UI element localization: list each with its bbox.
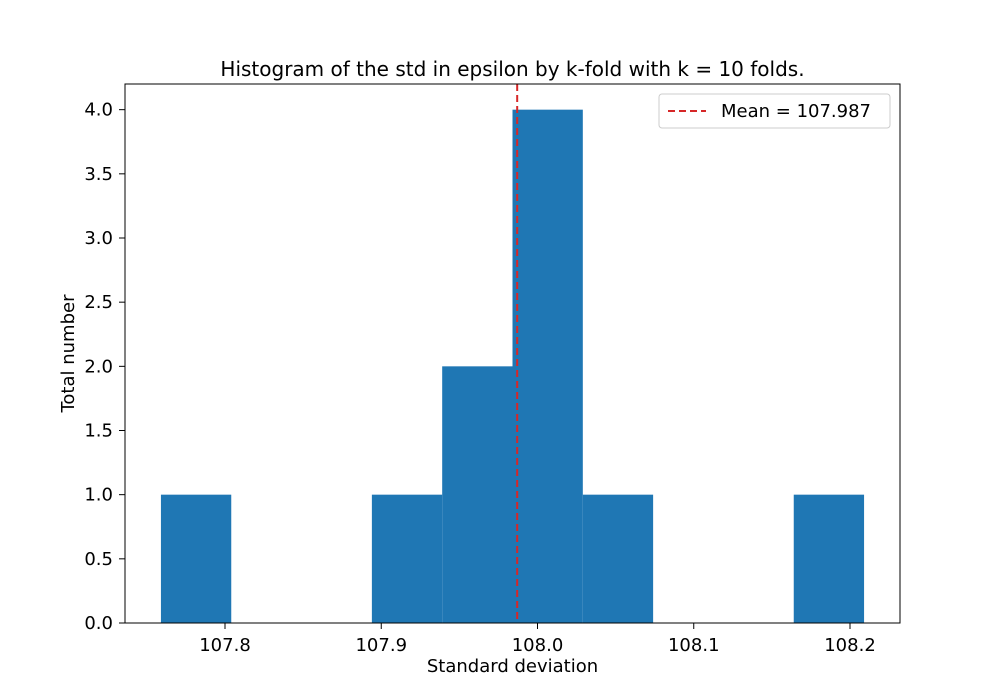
y-tick-label: 0.5: [84, 549, 113, 570]
x-axis-ticks: 107.8 107.9 108.0 108.1 108.2: [199, 623, 876, 656]
histogram-bar-0: [160, 494, 232, 623]
y-tick-label: 0.0: [84, 613, 113, 634]
histogram-bars: [160, 109, 865, 623]
histogram-bar-4: [442, 366, 513, 623]
x-tick-label: 107.9: [355, 635, 407, 656]
y-tick-label: 2.5: [84, 292, 113, 313]
histogram-bar-6: [582, 494, 654, 623]
y-tick-label: 1.0: [84, 485, 113, 506]
y-tick-label: 3.0: [84, 228, 113, 249]
x-tick-label: 108.2: [824, 635, 876, 656]
histogram-bar-5: [512, 109, 583, 623]
x-axis-label: Standard deviation: [427, 656, 598, 677]
x-tick-label: 108.0: [512, 635, 564, 656]
histogram-bar-3: [371, 494, 443, 623]
x-tick-label: 107.8: [199, 635, 251, 656]
y-tick-label: 4.0: [84, 100, 113, 121]
y-tick-label: 3.5: [84, 164, 113, 185]
legend: Mean = 107.987: [658, 93, 891, 129]
y-axis-ticks: 0.0 0.5 1.0 1.5 2.0 2.5 3.0 3.5 4.0: [84, 100, 125, 634]
histogram-bar-9: [793, 494, 865, 623]
chart-title: Histogram of the std in epsilon by k-fol…: [220, 57, 804, 81]
y-tick-label: 2.0: [84, 356, 113, 377]
legend-box: [658, 93, 891, 129]
axes-frame: [124, 83, 901, 624]
y-axis-label: Total number: [58, 294, 79, 414]
x-tick-label: 108.1: [668, 635, 720, 656]
y-tick-label: 1.5: [84, 421, 113, 442]
legend-mean-label: Mean = 107.987: [721, 101, 871, 122]
